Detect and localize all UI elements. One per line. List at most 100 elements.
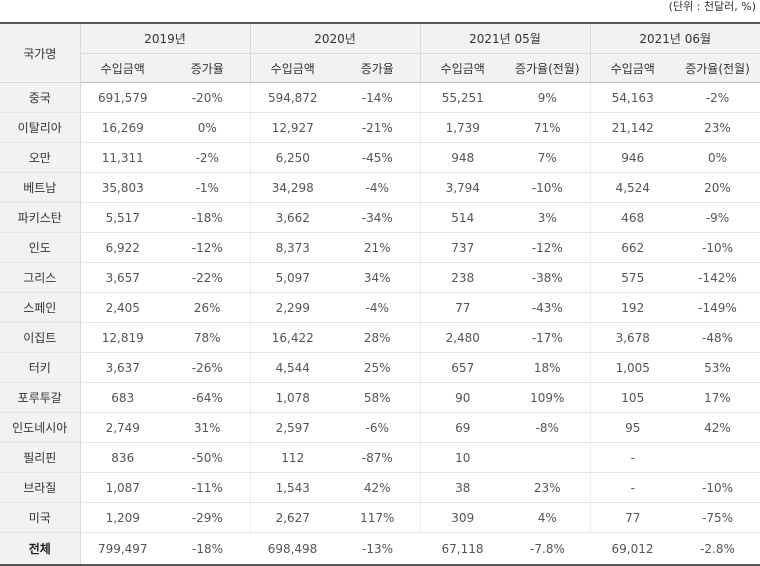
amount-cell: 1,209 (79, 502, 165, 533)
amount-cell: 683 (79, 382, 165, 413)
rate-cell: -14% (335, 82, 420, 113)
amount-cell: 575 (589, 262, 675, 293)
table-row: 그리스 3,657 -22% 5,097 34% 238 -38% 575 -142% (0, 262, 760, 293)
rate-cell: 23% (505, 472, 590, 503)
rate-cell: 23% (675, 112, 760, 143)
rate-cell: -11% (165, 472, 250, 503)
amount-cell: 2,597 (249, 412, 335, 443)
amount-cell: 1,087 (79, 472, 165, 503)
table-row: 포루투갈 683 -64% 1,078 58% 90 109% 105 17% (0, 382, 760, 413)
amount-cell: 105 (589, 382, 675, 413)
amount-cell: 1,543 (249, 472, 335, 503)
amount-cell: 8,373 (249, 232, 335, 263)
period-header-2020: 2020년 (249, 23, 420, 54)
total-cell: -13% (335, 532, 420, 565)
rate-cell: 0% (165, 112, 250, 143)
rate-cell: 31% (165, 412, 250, 443)
rate-cell: -2% (675, 82, 760, 113)
rate-cell: 21% (335, 232, 420, 263)
rate-cell: 53% (675, 352, 760, 383)
rate-cell: -4% (335, 172, 420, 203)
amount-cell: 6,250 (249, 142, 335, 173)
amount-cell: 468 (589, 202, 675, 233)
country-name: 파키스탄 (0, 202, 81, 233)
rate-cell: 25% (335, 352, 420, 383)
amount-cell: 1,078 (249, 382, 335, 413)
rate-cell: 4% (505, 502, 590, 533)
amount-cell: 594,872 (249, 82, 335, 113)
amount-cell: 55,251 (419, 82, 505, 113)
rate-cell: -34% (335, 202, 420, 233)
amount-cell: 2,299 (249, 292, 335, 323)
rate-cell: -12% (165, 232, 250, 263)
amount-cell: 11,311 (79, 142, 165, 173)
amount-cell: 12,819 (79, 322, 165, 353)
table-row: 인도네시아 2,749 31% 2,597 -6% 69 -8% 95 42% (0, 412, 760, 443)
amount-cell: 21,142 (589, 112, 675, 143)
rate-cell: 117% (335, 502, 420, 533)
country-name: 중국 (0, 82, 81, 113)
amount-cell: 238 (419, 262, 505, 293)
amount-cell: 514 (419, 202, 505, 233)
country-name: 브라질 (0, 472, 81, 503)
rate-cell: -12% (505, 232, 590, 263)
rate-cell: -45% (335, 142, 420, 173)
sub-header-amount: 수입금액 (249, 53, 335, 83)
country-name: 터키 (0, 352, 81, 383)
rate-cell: -87% (335, 442, 420, 473)
rate-cell: -10% (675, 472, 760, 503)
rate-cell: -38% (505, 262, 590, 293)
rate-cell: 20% (675, 172, 760, 203)
rate-cell: -10% (505, 172, 590, 203)
amount-cell: 836 (79, 442, 165, 473)
rate-cell: -50% (165, 442, 250, 473)
table-row: 브라질 1,087 -11% 1,543 42% 38 23% - -10% (0, 472, 760, 503)
total-cell: -2.8% (675, 532, 760, 565)
table-row: 이탈리아 16,269 0% 12,927 -21% 1,739 71% 21,142 23% (0, 112, 760, 143)
country-name: 이탈리아 (0, 112, 81, 143)
rate-cell: 26% (165, 292, 250, 323)
amount-cell: 16,269 (79, 112, 165, 143)
table-row: 베트남 35,803 -1% 34,298 -4% 3,794 -10% 4,524 20% (0, 172, 760, 203)
rate-cell: -21% (335, 112, 420, 143)
table-row: 파키스탄 5,517 -18% 3,662 -34% 514 3% 468 -9% (0, 202, 760, 233)
amount-cell: 16,422 (249, 322, 335, 353)
amount-cell: 6,922 (79, 232, 165, 263)
country-name: 스페인 (0, 292, 81, 323)
rate-cell: -43% (505, 292, 590, 323)
amount-cell: 946 (589, 142, 675, 173)
amount-cell: 112 (249, 442, 335, 473)
rate-cell: 71% (505, 112, 590, 143)
table-footer: 전체 799,497 -18% 698,498 -13% 67,118 -7.8… (0, 532, 760, 565)
total-cell: 69,012 (590, 532, 675, 565)
amount-cell: 4,544 (249, 352, 335, 383)
rate-cell: -48% (675, 322, 760, 353)
table-row: 이집트 12,819 78% 16,422 28% 2,480 -17% 3,678 -48% (0, 322, 760, 353)
amount-cell: 95 (589, 412, 675, 443)
unit-note: (단위 : 천달러, %) (668, 0, 756, 13)
amount-cell: 948 (419, 142, 505, 173)
amount-cell: 4,524 (589, 172, 675, 203)
amount-cell: 1,739 (419, 112, 505, 143)
rate-cell: -10% (675, 232, 760, 263)
table-header: 국가명 2019년 2020년 2021년 05월 2021년 06월 수입금액… (0, 23, 760, 83)
amount-cell: 34,298 (249, 172, 335, 203)
amount-cell: 2,749 (79, 412, 165, 443)
rate-cell: -6% (335, 412, 420, 443)
table-body: 중국 691,579 -20% 594,872 -14% 55,251 9% 54,163 -2… (0, 82, 760, 533)
amount-cell: 3,794 (419, 172, 505, 203)
sub-header-amount: 수입금액 (419, 53, 505, 83)
import-table: 국가명 2019년 2020년 2021년 05월 2021년 06월 수입금액… (0, 22, 760, 566)
amount-cell: 12,927 (249, 112, 335, 143)
rate-cell: -75% (675, 502, 760, 533)
table-row: 필리핀 836 -50% 112 -87% 10 - (0, 442, 760, 473)
amount-cell: 737 (419, 232, 505, 263)
total-cell: 67,118 (420, 532, 505, 565)
rate-cell: 0% (675, 142, 760, 173)
rate-cell: 109% (505, 382, 590, 413)
amount-cell: 54,163 (589, 82, 675, 113)
amount-cell: 662 (589, 232, 675, 263)
country-name: 오만 (0, 142, 81, 173)
country-name: 인도네시아 (0, 412, 81, 443)
country-name: 베트남 (0, 172, 81, 203)
